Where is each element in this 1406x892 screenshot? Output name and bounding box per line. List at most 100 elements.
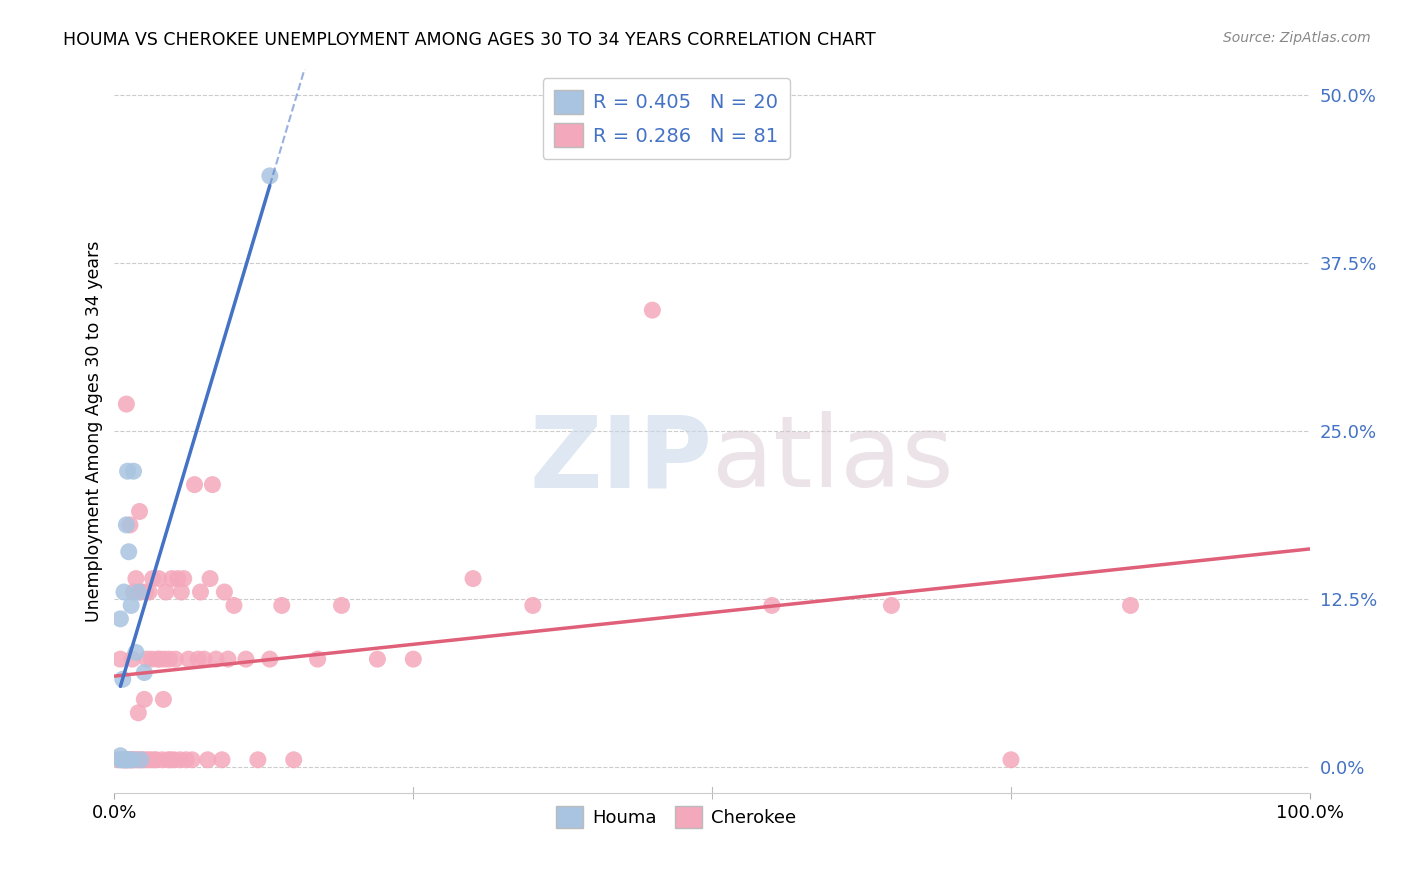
Point	[142, 753, 165, 767]
Point	[118, 753, 141, 767]
Point	[115, 397, 138, 411]
Point	[198, 572, 221, 586]
Point	[125, 645, 148, 659]
Point	[120, 599, 142, 613]
Point	[366, 652, 388, 666]
Point	[112, 753, 135, 767]
Text: atlas: atlas	[711, 411, 953, 508]
Point	[461, 572, 484, 586]
Point	[118, 517, 141, 532]
Point	[152, 692, 174, 706]
Point	[146, 652, 169, 666]
Point	[201, 477, 224, 491]
Point	[160, 572, 183, 586]
Point	[173, 572, 195, 586]
Point	[174, 753, 197, 767]
Point	[170, 585, 193, 599]
Point	[127, 753, 149, 767]
Point	[190, 585, 212, 599]
Point	[111, 672, 134, 686]
Point	[129, 585, 152, 599]
Point	[402, 652, 425, 666]
Point	[153, 652, 176, 666]
Point	[197, 753, 219, 767]
Point	[235, 652, 257, 666]
Point	[522, 599, 544, 613]
Point	[761, 599, 783, 613]
Point	[110, 612, 132, 626]
Text: HOUMA VS CHEROKEE UNEMPLOYMENT AMONG AGES 30 TO 34 YEARS CORRELATION CHART: HOUMA VS CHEROKEE UNEMPLOYMENT AMONG AGE…	[63, 31, 876, 49]
Point	[114, 753, 136, 767]
Point	[115, 753, 138, 767]
Point	[211, 753, 233, 767]
Point	[880, 599, 903, 613]
Point	[134, 753, 156, 767]
Point	[157, 652, 180, 666]
Point	[115, 517, 138, 532]
Point	[114, 753, 136, 767]
Point	[641, 303, 664, 318]
Point	[127, 585, 149, 599]
Point	[110, 753, 132, 767]
Point	[148, 572, 170, 586]
Point	[125, 572, 148, 586]
Point	[177, 652, 200, 666]
Text: ZIP: ZIP	[529, 411, 711, 508]
Point	[157, 753, 180, 767]
Point	[118, 753, 141, 767]
Point	[187, 652, 209, 666]
Point	[150, 753, 173, 767]
Point	[134, 692, 156, 706]
Point	[1119, 599, 1142, 613]
Point	[142, 572, 165, 586]
Point	[131, 753, 153, 767]
Point	[110, 652, 132, 666]
Point	[181, 753, 204, 767]
Point	[214, 585, 236, 599]
Point	[135, 652, 157, 666]
Point	[117, 464, 139, 478]
Point	[139, 753, 162, 767]
Point	[149, 652, 172, 666]
Point	[121, 753, 143, 767]
Point	[246, 753, 269, 767]
Point	[107, 753, 129, 767]
Point	[222, 599, 245, 613]
Point	[110, 753, 132, 767]
Point	[124, 753, 146, 767]
Point	[127, 753, 149, 767]
Text: Source: ZipAtlas.com: Source: ZipAtlas.com	[1223, 31, 1371, 45]
Point	[330, 599, 353, 613]
Point	[134, 665, 156, 680]
Point	[155, 585, 177, 599]
Point	[159, 753, 181, 767]
Point	[112, 585, 135, 599]
Point	[110, 748, 132, 763]
Point	[183, 477, 205, 491]
Point	[1000, 753, 1022, 767]
Point	[283, 753, 305, 767]
Point	[193, 652, 215, 666]
Point	[121, 652, 143, 666]
Legend: Houma, Cherokee: Houma, Cherokee	[550, 798, 803, 835]
Point	[120, 753, 142, 767]
Point	[115, 753, 138, 767]
Point	[270, 599, 292, 613]
Point	[134, 585, 156, 599]
Point	[138, 585, 160, 599]
Point	[145, 753, 167, 767]
Point	[117, 753, 139, 767]
Point	[205, 652, 228, 666]
Point	[111, 753, 134, 767]
Point	[166, 572, 188, 586]
Point	[128, 504, 150, 518]
Point	[259, 169, 281, 183]
Point	[217, 652, 239, 666]
Point	[118, 545, 141, 559]
Point	[121, 753, 143, 767]
Point	[141, 652, 163, 666]
Point	[163, 753, 186, 767]
Point	[127, 706, 149, 720]
Point	[259, 652, 281, 666]
Point	[169, 753, 191, 767]
